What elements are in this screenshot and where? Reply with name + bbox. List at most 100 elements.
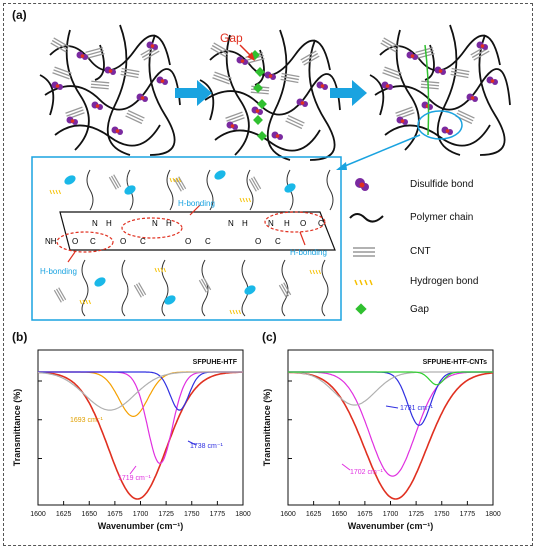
series-line — [288, 371, 494, 500]
disulfide-bond — [91, 101, 103, 110]
disulfide-bond — [76, 51, 88, 60]
cnt — [300, 50, 320, 66]
peak-annotation: 1719 cm⁻¹ — [118, 475, 152, 482]
series-line — [38, 371, 243, 411]
legend-label-disulfide: Disulfide bond — [410, 179, 474, 190]
x-tick-label: 1625 — [306, 511, 322, 518]
process-arrow-2 — [330, 80, 367, 106]
polymer-chain — [94, 44, 105, 81]
x-tick-label: 1750 — [184, 511, 200, 518]
disulfide-bond — [136, 93, 148, 102]
atom-c-5: C — [318, 219, 324, 228]
peak-annotation: 1738 cm⁻¹ — [190, 443, 224, 450]
polymer-chain — [478, 34, 506, 156]
cnt — [380, 37, 400, 53]
process-arrow-1 — [175, 80, 212, 106]
disulfide-bond — [434, 66, 446, 75]
x-tick-label: 1600 — [280, 511, 296, 518]
figure-frame — [3, 3, 533, 546]
disulfide-bond — [396, 116, 408, 125]
x-tick-label: 1675 — [107, 511, 123, 518]
cnt — [280, 72, 300, 84]
polymer-network-2 — [199, 29, 341, 161]
disulfide-bond — [421, 101, 433, 110]
atom-c-3: C — [205, 237, 211, 246]
x-tick-label: 1700 — [383, 511, 399, 518]
legend-label-hbond: Hydrogen bond — [410, 276, 479, 287]
polymer-chain — [44, 68, 181, 111]
panel-label-c: (c) — [262, 330, 277, 344]
atom-h-2: H — [166, 219, 172, 228]
legend-icons — [349, 178, 384, 315]
cnt — [125, 109, 145, 125]
disulfide-bond — [316, 81, 328, 90]
spectrum-chart-c: 1600 1625 1650 1675 1700 1725 1750 1775 1800 Wave… — [262, 349, 501, 531]
y-axis-label: Transmittance (%) — [12, 389, 22, 467]
disulfide-bond — [111, 126, 123, 135]
polymer-chain — [148, 34, 176, 156]
atom-c-2: C — [140, 237, 146, 246]
hydrogen-bond-icon — [354, 279, 373, 286]
atom-n-2: N — [152, 219, 158, 228]
atom-c-4: C — [275, 237, 281, 246]
atom-h-1: H — [106, 219, 112, 228]
polymer-chain — [374, 68, 511, 111]
atom-o-1: O — [72, 237, 78, 246]
peak-annotation: 1702 cm⁻¹ — [350, 469, 384, 476]
disulfide-bond — [296, 98, 308, 107]
x-tick-label: 1675 — [357, 511, 373, 518]
atom-n-4: N — [268, 219, 274, 228]
y-axis-label: Transmittance (%) — [262, 389, 272, 467]
x-tick-label: 1750 — [434, 511, 450, 518]
disulfide-bond — [104, 66, 116, 75]
disulfide-bond — [271, 131, 283, 140]
atom-o-2: O — [120, 237, 126, 246]
disulfide-bond — [236, 56, 248, 65]
atom-o-5: O — [300, 219, 306, 228]
polymer-chain — [308, 39, 336, 161]
cnt — [52, 66, 72, 80]
h-bonding-label-1: H-bonding — [40, 267, 77, 276]
atom-n-3: N — [228, 219, 234, 228]
cnt — [285, 114, 305, 130]
polymer-chain — [225, 34, 250, 156]
x-axis-label: Wavenumber (cm⁻¹) — [348, 521, 433, 531]
disulfide-bond — [486, 76, 498, 85]
chart-title: SFPUHE-HTF-CNTs — [423, 359, 488, 366]
disulfide-bond — [51, 81, 63, 90]
polymer-chain-icon — [349, 213, 384, 223]
cnt — [120, 67, 140, 79]
h-bonding-label-3: H-bonding — [290, 248, 327, 257]
legend-label-cnt: CNT — [410, 246, 431, 257]
legend-label-gap: Gap — [410, 304, 429, 315]
polymer-chain — [199, 79, 215, 121]
disulfide-bond — [226, 121, 238, 130]
polymer-chain — [204, 73, 341, 116]
network-schematic: Gap NH O C O C O C O C N H N H N H N H O… — [31, 24, 511, 321]
atom-nh: NH — [45, 237, 57, 246]
gap-marker — [257, 131, 267, 141]
polymer-chain — [395, 29, 420, 151]
series-line — [288, 371, 493, 477]
spectrum-chart-b: 1600 1625 1650 1675 1700 1725 1750 1775 1800 Wave… — [12, 349, 251, 531]
cnt-icon — [353, 247, 375, 257]
peak-annotation: 1731 cm⁻¹ — [400, 405, 434, 412]
series-line — [288, 371, 493, 426]
atom-h-3: H — [242, 219, 248, 228]
polymer-chain — [106, 24, 131, 156]
cnt — [90, 80, 110, 90]
gap-marker — [253, 83, 263, 93]
x-axis-label: Wavenumber (cm⁻¹) — [98, 521, 183, 531]
zoom-box — [31, 156, 342, 321]
disulfide-bond — [381, 81, 393, 90]
disulfide-bond — [264, 71, 276, 80]
polymer-chain — [54, 124, 161, 147]
gap-label: Gap — [220, 31, 243, 45]
polymer-chain — [436, 24, 461, 156]
x-tick-label: 1775 — [460, 511, 476, 518]
chart-title: SFPUHE-HTF — [193, 359, 238, 366]
x-tick-label: 1650 — [331, 511, 347, 518]
polymer-chain — [65, 29, 90, 151]
zoom-circle — [417, 110, 463, 140]
